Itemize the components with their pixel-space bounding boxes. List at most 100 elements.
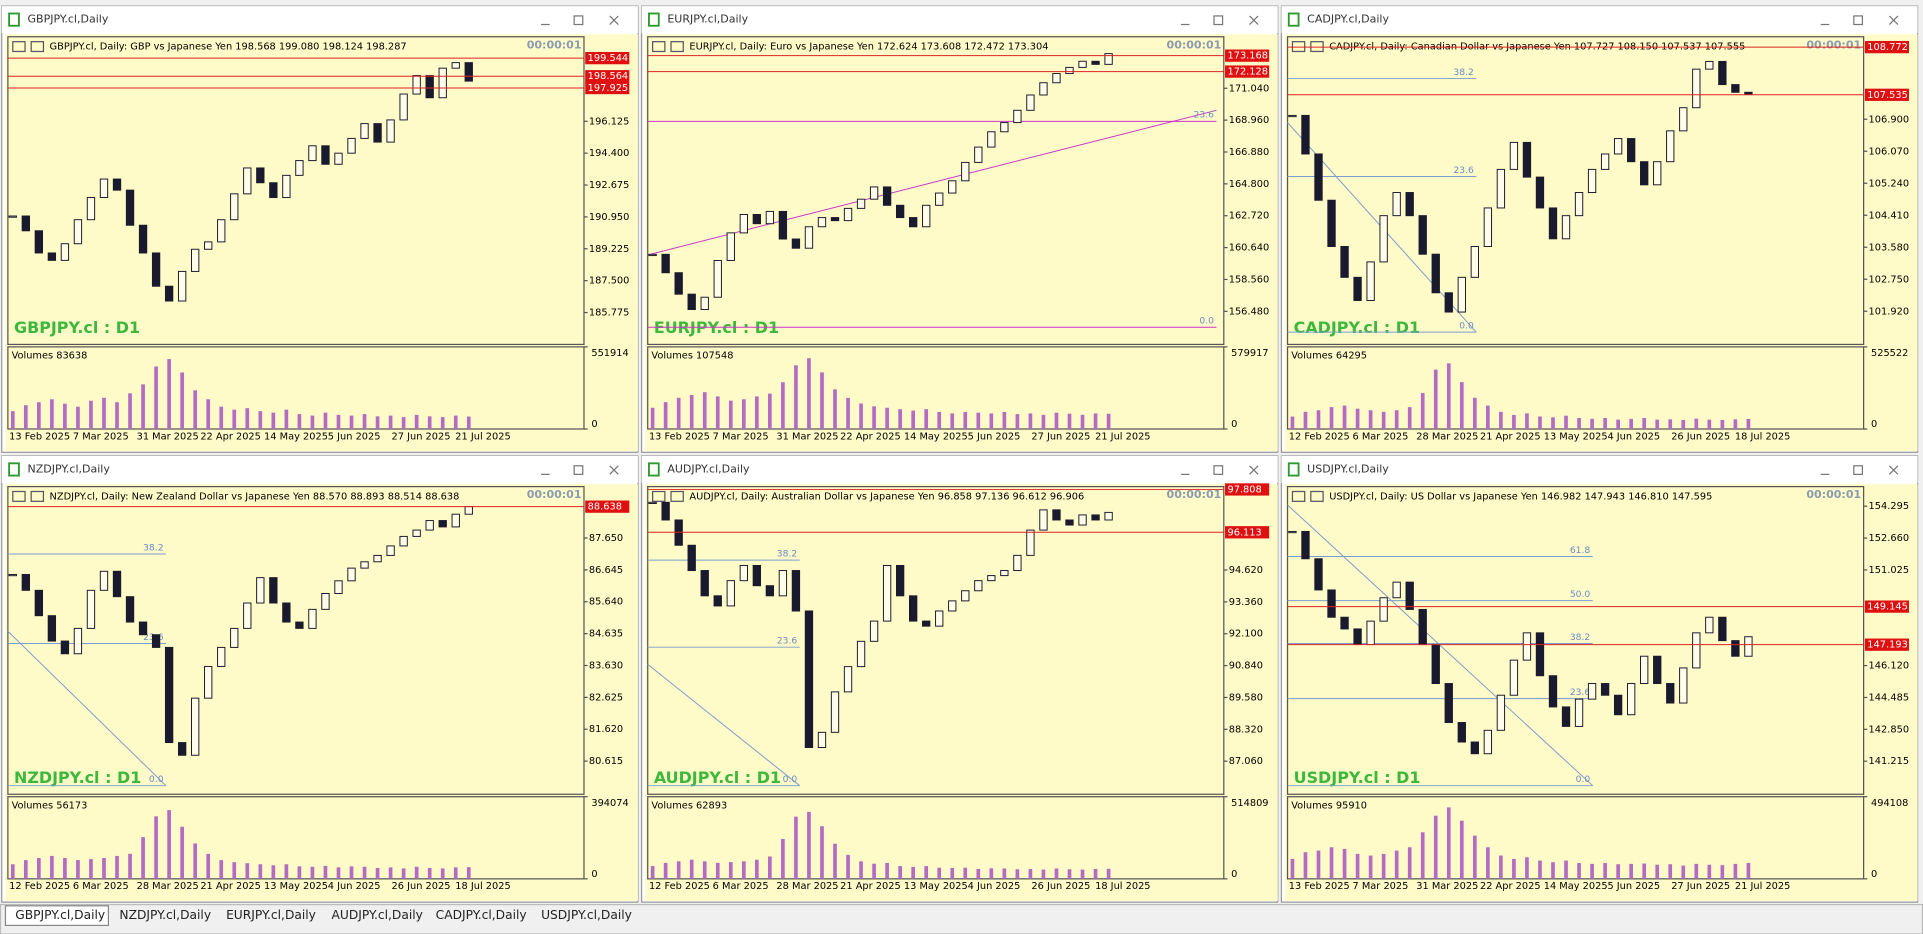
trend-line bbox=[647, 663, 801, 787]
volume-bar bbox=[963, 412, 968, 430]
volume-bar bbox=[1564, 860, 1568, 879]
volume-tick-label: 551914 bbox=[591, 348, 628, 359]
date-label: 13 Feb 2025 bbox=[649, 431, 710, 442]
candle bbox=[347, 567, 356, 582]
candle bbox=[843, 666, 853, 693]
close-button[interactable] bbox=[1888, 465, 1899, 475]
date-label: 28 Mar 2025 bbox=[137, 881, 199, 892]
close-button[interactable] bbox=[609, 15, 619, 25]
fib-label: 23.6 bbox=[777, 636, 798, 647]
volume-bar bbox=[1564, 415, 1568, 430]
maximize-button[interactable] bbox=[1213, 15, 1224, 26]
candle bbox=[1013, 554, 1022, 572]
price-tick-label: 88.320 bbox=[1229, 724, 1263, 735]
volume-bar bbox=[258, 864, 263, 879]
candle bbox=[438, 520, 447, 528]
candle bbox=[399, 93, 408, 121]
date-label: 5 Jun 2025 bbox=[968, 431, 1021, 442]
price-tick-label: 164.800 bbox=[1229, 179, 1270, 190]
volume-bar bbox=[453, 867, 458, 879]
chart-header: AUDJPY.cl, Daily: Australian Dollar vs J… bbox=[689, 491, 1084, 502]
volume-bar bbox=[728, 862, 733, 879]
date-label: 5 Jun 2025 bbox=[328, 431, 381, 442]
chart-tab[interactable] bbox=[321, 905, 425, 926]
chart-tab-label[interactable]: NZDJPY.cl,Daily bbox=[119, 908, 211, 922]
candle bbox=[412, 529, 421, 537]
date-label: 21 Jul 2025 bbox=[1735, 881, 1790, 892]
window-title-bar bbox=[1, 455, 638, 483]
candle bbox=[1731, 640, 1740, 657]
volume-bar bbox=[336, 867, 341, 879]
candle bbox=[1522, 632, 1532, 661]
volume-bar bbox=[1707, 419, 1712, 430]
price-tag-label: 172.128 bbox=[1227, 67, 1268, 78]
price-tag bbox=[1225, 483, 1270, 496]
maximize-button[interactable] bbox=[1853, 15, 1864, 26]
maximize-button[interactable] bbox=[573, 465, 584, 475]
header-icon bbox=[12, 41, 26, 53]
price-tag-label: 147.193 bbox=[1867, 640, 1908, 651]
price-tag-label: 88.638 bbox=[588, 502, 622, 513]
candle bbox=[895, 564, 905, 597]
chart-tab-label[interactable]: GBPJPY.cl,Daily bbox=[15, 908, 105, 922]
volume-bar bbox=[872, 406, 876, 430]
chart-tab[interactable] bbox=[4, 905, 110, 927]
price-tick-label: 84.635 bbox=[589, 629, 623, 640]
candle bbox=[386, 545, 395, 556]
date-label: 21 Jul 2025 bbox=[455, 431, 510, 442]
chart-tab-label[interactable]: USDJPY.cl,Daily bbox=[541, 908, 632, 922]
candle bbox=[1718, 616, 1727, 642]
candle bbox=[1548, 675, 1558, 708]
candle bbox=[713, 259, 722, 298]
chart-tab[interactable] bbox=[216, 905, 320, 926]
maximize-button[interactable] bbox=[573, 15, 584, 26]
candle bbox=[1431, 253, 1440, 294]
volume-bar bbox=[1303, 411, 1308, 430]
price-tick-label: 92.100 bbox=[1229, 629, 1263, 640]
chart-tab[interactable] bbox=[531, 905, 635, 926]
window-icon bbox=[8, 462, 20, 477]
chart-tab-label[interactable]: AUDJPY.cl,Daily bbox=[331, 908, 422, 922]
candle bbox=[700, 296, 709, 310]
volume-bar bbox=[1486, 847, 1490, 879]
date-label: 27 Jun 2025 bbox=[1671, 881, 1730, 892]
server-timer: 00:00:01 bbox=[1167, 488, 1222, 501]
chart-tab[interactable] bbox=[425, 905, 529, 926]
date-label: 13 Feb 2025 bbox=[9, 431, 70, 442]
close-button[interactable] bbox=[609, 465, 619, 475]
volume-bar bbox=[310, 866, 315, 879]
candle bbox=[151, 252, 161, 287]
close-button[interactable] bbox=[1249, 465, 1259, 475]
volume-bar bbox=[820, 826, 824, 879]
maximize-button[interactable] bbox=[1853, 465, 1864, 475]
candle bbox=[1392, 192, 1401, 217]
candle bbox=[974, 146, 983, 163]
chart-tab[interactable] bbox=[109, 905, 213, 926]
candle bbox=[961, 161, 970, 182]
price-tick-label: 192.675 bbox=[589, 180, 630, 191]
candle bbox=[243, 167, 252, 195]
chart-background bbox=[645, 484, 1278, 901]
window-title: GBPJPY.cl,Daily bbox=[28, 13, 109, 26]
chart-tab-label[interactable]: EURJPY.cl,Daily bbox=[226, 908, 316, 922]
volume-bar bbox=[219, 860, 224, 879]
date-label: 5 Jun 2025 bbox=[1607, 881, 1660, 892]
close-button[interactable] bbox=[1888, 15, 1899, 25]
candle bbox=[425, 520, 434, 531]
volume-bar bbox=[427, 868, 432, 879]
volume-bar bbox=[650, 866, 655, 879]
close-button[interactable] bbox=[1249, 15, 1259, 25]
volume-bar bbox=[23, 405, 28, 430]
chart-tab-label[interactable]: CADJPY.cl,Daily bbox=[436, 908, 527, 922]
maximize-button[interactable] bbox=[1213, 465, 1224, 475]
candle bbox=[1392, 581, 1401, 599]
date-label: 26 Jun 2025 bbox=[1671, 431, 1730, 442]
candle bbox=[191, 697, 200, 756]
candle bbox=[1431, 644, 1440, 685]
volume-bar bbox=[1329, 847, 1334, 879]
candle bbox=[1705, 616, 1714, 634]
date-label: 7 Mar 2025 bbox=[73, 431, 129, 442]
volume-bar bbox=[63, 858, 67, 879]
price-tick-label: 101.920 bbox=[1869, 306, 1910, 317]
candle bbox=[648, 501, 657, 505]
